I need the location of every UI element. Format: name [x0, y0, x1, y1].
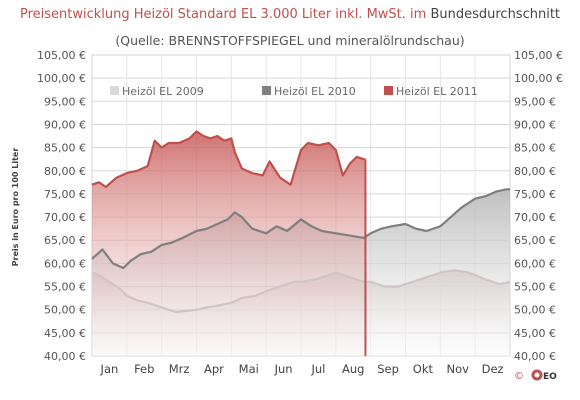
legend-item: Heizöl EL 2009 — [110, 85, 204, 98]
logo-text: EO — [543, 372, 557, 382]
y-tick-label-right: 90,00 € — [514, 118, 556, 131]
y-tick-label-left: 90,00 € — [44, 118, 86, 131]
y-tick-label-right: 85,00 € — [514, 142, 556, 155]
chart-subtitle: (Quelle: BRENNSTOFFSPIEGEL und mineralöl… — [115, 33, 465, 48]
legend-item: Heizöl EL 2010 — [262, 85, 356, 98]
x-tick-label: Apr — [204, 362, 224, 376]
legend-item: Heizöl EL 2011 — [384, 85, 478, 98]
y-tick-label-right: 80,00 € — [514, 165, 556, 178]
y-tick-label-left: 60,00 € — [44, 257, 86, 270]
chart-title: Preisentwicklung Heizöl Standard EL 3.00… — [0, 7, 580, 22]
y-tick-label-right: 60,00 € — [514, 257, 556, 270]
y-tick-label-right: 75,00 € — [514, 188, 556, 201]
x-tick-label: Dez — [482, 362, 504, 376]
y-tick-label-right: 50,00 € — [514, 304, 556, 317]
y-tick-label-right: 70,00 € — [514, 211, 556, 224]
x-tick-label: Jun — [274, 362, 293, 376]
chart-title-region: Bundesdurchschnitt — [430, 7, 561, 22]
y-tick-label-left: 75,00 € — [44, 188, 86, 201]
y-tick-label-left: 85,00 € — [44, 142, 86, 155]
y-tick-label-left: 45,00 € — [44, 327, 86, 340]
legend-label: Heizöl EL 2009 — [122, 85, 204, 98]
legend-swatch — [110, 86, 119, 95]
y-axis-label: Preis in Euro pro 100 Liter — [11, 147, 20, 267]
y-tick-label-right: 65,00 € — [514, 234, 556, 247]
legend-swatch — [262, 86, 271, 95]
legend-swatch — [384, 86, 393, 95]
legend-label: Heizöl EL 2010 — [274, 85, 356, 98]
x-tick-label: Sep — [377, 362, 399, 376]
x-tick-label: Jul — [310, 362, 325, 376]
y-tick-label-left: 40,00 € — [44, 350, 86, 363]
y-tick-label-left: 80,00 € — [44, 165, 86, 178]
x-tick-label: Mrz — [169, 362, 190, 376]
series-line-1 — [91, 269, 511, 314]
x-tick-label: Jan — [100, 362, 119, 376]
legend-label: Heizöl EL 2011 — [396, 85, 478, 98]
y-tick-label-left: 55,00 € — [44, 281, 86, 294]
x-tick-label: Feb — [134, 362, 154, 376]
y-tick-label-right: 45,00 € — [514, 327, 556, 340]
y-tick-label-right: 105,00 € — [514, 49, 563, 62]
series-line-3 — [91, 130, 366, 189]
y-tick-label-right: 95,00 € — [514, 95, 556, 108]
x-tick-label: Nov — [447, 362, 470, 376]
copyright-mark: © — [514, 371, 524, 382]
y-tick-label-right: 40,00 € — [514, 350, 556, 363]
y-tick-label-left: 100,00 € — [37, 72, 86, 85]
y-tick-label-right: 100,00 € — [514, 72, 563, 85]
x-tick-label: Okt — [413, 362, 434, 376]
y-tick-label-left: 50,00 € — [44, 304, 86, 317]
x-tick-label: Aug — [342, 362, 364, 376]
y-tick-label-left: 70,00 € — [44, 211, 86, 224]
y-tick-label-left: 65,00 € — [44, 234, 86, 247]
chart-title-main: Preisentwicklung Heizöl Standard EL 3.00… — [19, 7, 427, 22]
y-tick-label-left: 105,00 € — [37, 49, 86, 62]
x-tick-label: Mai — [239, 362, 259, 376]
series-line-2 — [91, 188, 510, 270]
brand-logo: © EO — [514, 369, 557, 382]
y-tick-label-left: 95,00 € — [44, 95, 86, 108]
series-area-3 — [92, 131, 366, 356]
y-tick-label-right: 55,00 € — [514, 281, 556, 294]
